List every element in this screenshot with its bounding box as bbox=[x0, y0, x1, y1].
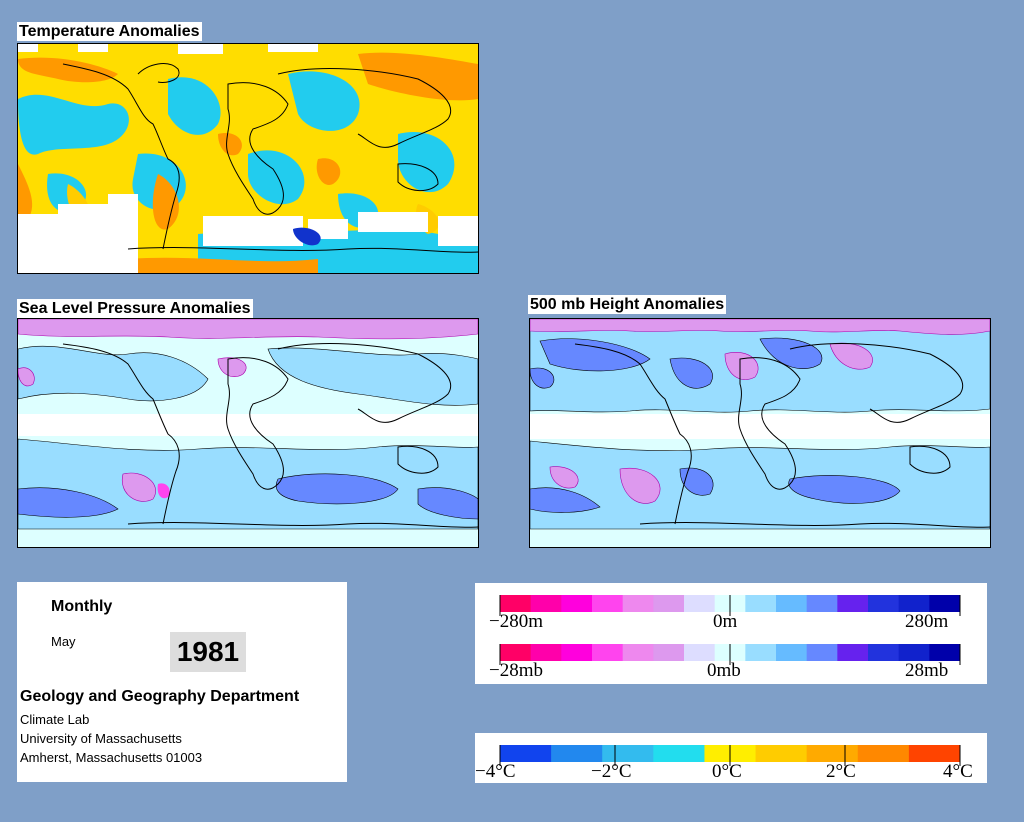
temperature-scale-swatch-5 bbox=[755, 745, 808, 762]
height-scale-swatch-10 bbox=[806, 595, 838, 612]
month-label: May bbox=[51, 634, 76, 649]
height-legend-max: 280m bbox=[905, 611, 949, 632]
height-scale-swatch-9 bbox=[776, 595, 808, 612]
temperature-scale-swatch-7 bbox=[857, 745, 910, 762]
temperature-scale-swatch-3 bbox=[653, 745, 705, 762]
temperature-anomaly-map bbox=[17, 43, 479, 274]
height-scale-swatch-6 bbox=[684, 595, 716, 612]
temperature-map-title: Temperature Anomalies bbox=[17, 22, 202, 41]
temperature-scale-swatch-0 bbox=[500, 745, 552, 762]
temperature-scale-swatch-1 bbox=[551, 745, 603, 762]
pressure-legend-max: 28mb bbox=[905, 660, 949, 681]
slp-map-title: Sea Level Pressure Anomalies bbox=[17, 299, 253, 318]
height-scale-swatch-5 bbox=[653, 595, 685, 612]
height-scale-swatch-0 bbox=[500, 595, 532, 612]
pressure-scale-swatch-3 bbox=[592, 644, 624, 661]
pressure-scale-swatch-12 bbox=[868, 644, 900, 661]
temperature-legend-label-1: −2°C bbox=[591, 761, 632, 782]
pressure-scale-swatch-13 bbox=[898, 644, 930, 661]
department-label: Geology and Geography Department bbox=[20, 688, 300, 705]
temperature-legend-label-0: −4°C bbox=[475, 761, 516, 782]
pressure-scale-swatch-8 bbox=[745, 644, 777, 661]
temperature-legend-label-2: 0°C bbox=[712, 761, 742, 782]
info-panel: Monthly May 1981 Geology and Geography D… bbox=[17, 582, 347, 782]
height-scale-swatch-14 bbox=[929, 595, 961, 612]
height500-anomaly-map bbox=[529, 318, 991, 548]
pressure-scale-swatch-5 bbox=[653, 644, 685, 661]
pressure-legend-mid: 0mb bbox=[707, 660, 741, 681]
university-label: University of Massachusetts bbox=[20, 731, 182, 746]
slp-anomaly-map bbox=[17, 318, 479, 548]
height-scale-swatch-13 bbox=[898, 595, 930, 612]
pressure-legend-min: −28mb bbox=[489, 660, 543, 681]
lab-label: Climate Lab bbox=[20, 712, 90, 727]
height-scale-swatch-1 bbox=[530, 595, 562, 612]
height-scale-swatch-11 bbox=[837, 595, 869, 612]
height-scale-swatch-2 bbox=[561, 595, 593, 612]
address-label: Amherst, Massachusetts 01003 bbox=[20, 750, 203, 765]
pressure-scale-swatch-1 bbox=[530, 644, 562, 661]
anomaly-legend: −280m 0m 280m −28mb 0mb 28mb bbox=[475, 583, 987, 684]
height-legend-mid: 0m bbox=[713, 611, 738, 632]
pressure-scale-swatch-2 bbox=[561, 644, 593, 661]
pressure-scale-swatch-9 bbox=[776, 644, 808, 661]
height-scale-swatch-12 bbox=[868, 595, 900, 612]
pressure-scale-swatch-10 bbox=[806, 644, 838, 661]
temperature-scale-swatch-2 bbox=[602, 745, 654, 762]
temperature-legend-label-4: 4°C bbox=[943, 761, 973, 782]
period-label: Monthly bbox=[51, 598, 113, 615]
pressure-scale-swatch-4 bbox=[622, 644, 654, 661]
pressure-scale-swatch-0 bbox=[500, 644, 532, 661]
temperature-legend-label-3: 2°C bbox=[826, 761, 856, 782]
temperature-legend: −4°C −2°C 0°C 2°C 4°C bbox=[475, 733, 987, 783]
temperature-scale-swatch-8 bbox=[908, 745, 961, 762]
pressure-scale-swatch-14 bbox=[929, 644, 961, 661]
height-legend-min: −280m bbox=[489, 611, 543, 632]
temperature-scale-swatch-6 bbox=[806, 745, 859, 762]
height500-map-title: 500 mb Height Anomalies bbox=[528, 295, 727, 314]
pressure-scale-swatch-6 bbox=[684, 644, 716, 661]
height-scale-swatch-8 bbox=[745, 595, 777, 612]
height-scale-swatch-4 bbox=[622, 595, 654, 612]
pressure-scale-swatch-11 bbox=[837, 644, 869, 661]
year-label: 1981 bbox=[170, 632, 246, 672]
height-scale-swatch-3 bbox=[592, 595, 624, 612]
